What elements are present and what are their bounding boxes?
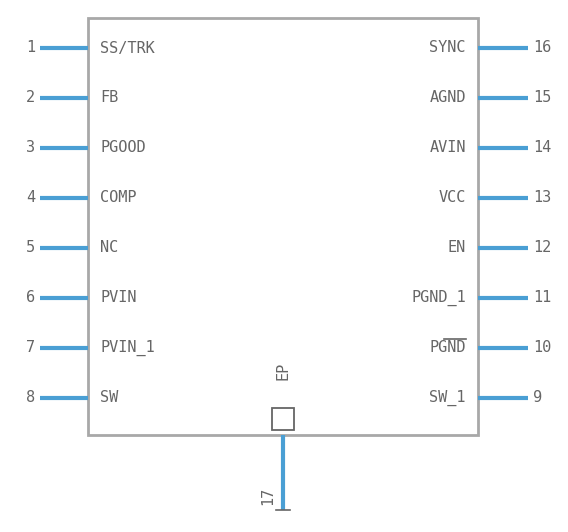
Bar <box>272 408 294 430</box>
Text: PVIN_1: PVIN_1 <box>100 340 154 356</box>
Text: NC: NC <box>100 240 118 255</box>
Text: EN: EN <box>448 240 466 255</box>
Text: 11: 11 <box>533 290 552 305</box>
Text: SS/TRK: SS/TRK <box>100 40 154 55</box>
Bar <box>88 18 478 435</box>
Text: 1: 1 <box>26 40 35 55</box>
Text: 12: 12 <box>533 240 552 255</box>
Text: AGND: AGND <box>429 90 466 105</box>
Text: FB: FB <box>100 90 118 105</box>
Text: PGND_1: PGND_1 <box>411 290 466 306</box>
Text: PVIN: PVIN <box>100 290 136 305</box>
Text: 5: 5 <box>26 240 35 255</box>
Text: PGND: PGND <box>429 340 466 355</box>
Text: 14: 14 <box>533 140 552 155</box>
Text: 6: 6 <box>26 290 35 305</box>
Text: 7: 7 <box>26 340 35 355</box>
Text: 15: 15 <box>533 90 552 105</box>
Text: 10: 10 <box>533 340 552 355</box>
Text: VCC: VCC <box>438 190 466 205</box>
Text: 8: 8 <box>26 390 35 405</box>
Text: PGOOD: PGOOD <box>100 140 145 155</box>
Text: 13: 13 <box>533 190 552 205</box>
Text: COMP: COMP <box>100 190 136 205</box>
Text: 4: 4 <box>26 190 35 205</box>
Text: SW_1: SW_1 <box>429 390 466 406</box>
Text: AVIN: AVIN <box>429 140 466 155</box>
Text: EP: EP <box>275 362 290 380</box>
Text: 2: 2 <box>26 90 35 105</box>
Text: 3: 3 <box>26 140 35 155</box>
Text: SYNC: SYNC <box>429 40 466 55</box>
Text: 17: 17 <box>260 487 275 505</box>
Text: SW: SW <box>100 390 118 405</box>
Text: 9: 9 <box>533 390 542 405</box>
Text: 16: 16 <box>533 40 552 55</box>
